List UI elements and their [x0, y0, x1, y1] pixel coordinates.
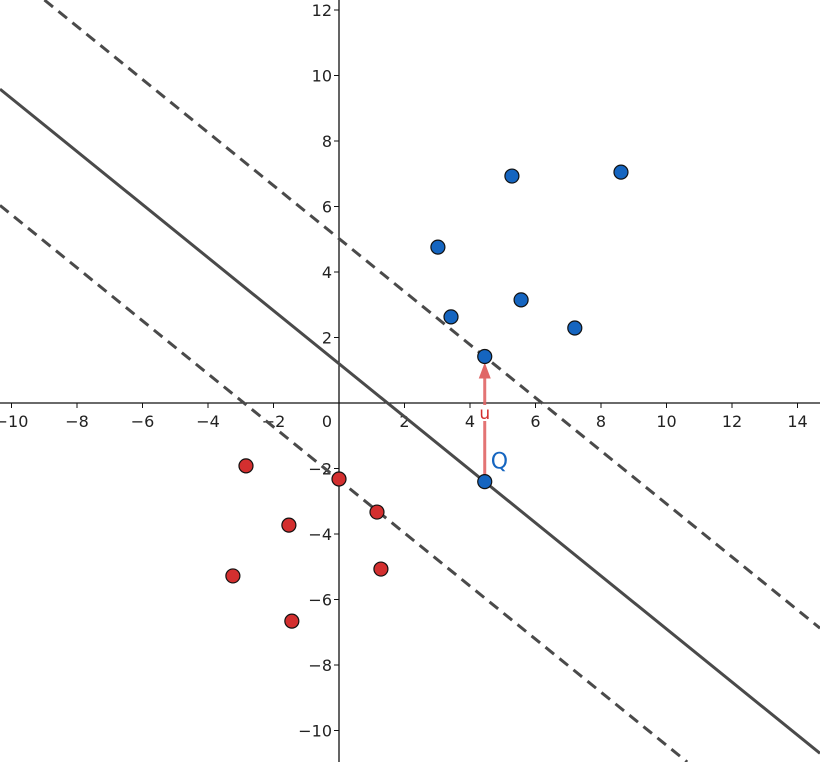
negative-point — [281, 517, 297, 533]
y-tick-label: 8 — [322, 132, 332, 151]
x-tick-label: −2 — [262, 412, 286, 431]
x-tick-label: 12 — [722, 412, 742, 431]
positive-point — [613, 164, 629, 180]
y-tick-label: 2 — [322, 329, 332, 348]
x-tick-label: 8 — [596, 412, 606, 431]
x-tick-label: −4 — [196, 412, 220, 431]
x-tick-label: 6 — [530, 412, 540, 431]
negative-point — [373, 561, 389, 577]
negative-point — [369, 504, 385, 520]
negative-point — [284, 613, 300, 629]
y-tick-label: −4 — [308, 525, 332, 544]
positive-point — [504, 168, 520, 184]
y-tick-label: 10 — [312, 67, 332, 86]
y-tick-label: −2 — [308, 460, 332, 479]
negative-point — [225, 568, 241, 584]
positive-point — [477, 348, 493, 365]
x-tick-label: 10 — [656, 412, 676, 431]
y-tick-label: −10 — [298, 722, 332, 741]
vector-u-label-bg — [477, 405, 492, 421]
x-tick-label: −6 — [131, 412, 155, 431]
positive-point — [513, 292, 529, 308]
point-q-label: Q — [491, 450, 508, 475]
point-q — [477, 474, 493, 490]
negative-point — [238, 458, 254, 474]
x-tick-label: −10 — [0, 412, 28, 431]
decision-boundary-line — [0, 87, 820, 755]
y-tick-label: −8 — [308, 656, 332, 675]
x-tick-label: 0 — [322, 412, 332, 431]
vector-u-arrowhead — [478, 362, 491, 379]
negative-point — [331, 471, 347, 487]
vector-u-label: u — [479, 404, 490, 424]
y-tick-label: 4 — [322, 263, 332, 282]
positive-point — [443, 309, 459, 325]
y-tick-label: 12 — [312, 1, 332, 20]
upper-margin-line — [43, 0, 820, 630]
positive-point — [567, 320, 583, 336]
y-tick-label: 6 — [322, 198, 332, 217]
x-tick-label: 4 — [465, 412, 475, 431]
x-tick-label: −8 — [65, 412, 89, 431]
y-tick-label: −6 — [308, 591, 332, 610]
x-tick-label: 2 — [399, 412, 409, 431]
x-tick-label: 14 — [787, 412, 807, 431]
positive-point — [430, 239, 446, 255]
